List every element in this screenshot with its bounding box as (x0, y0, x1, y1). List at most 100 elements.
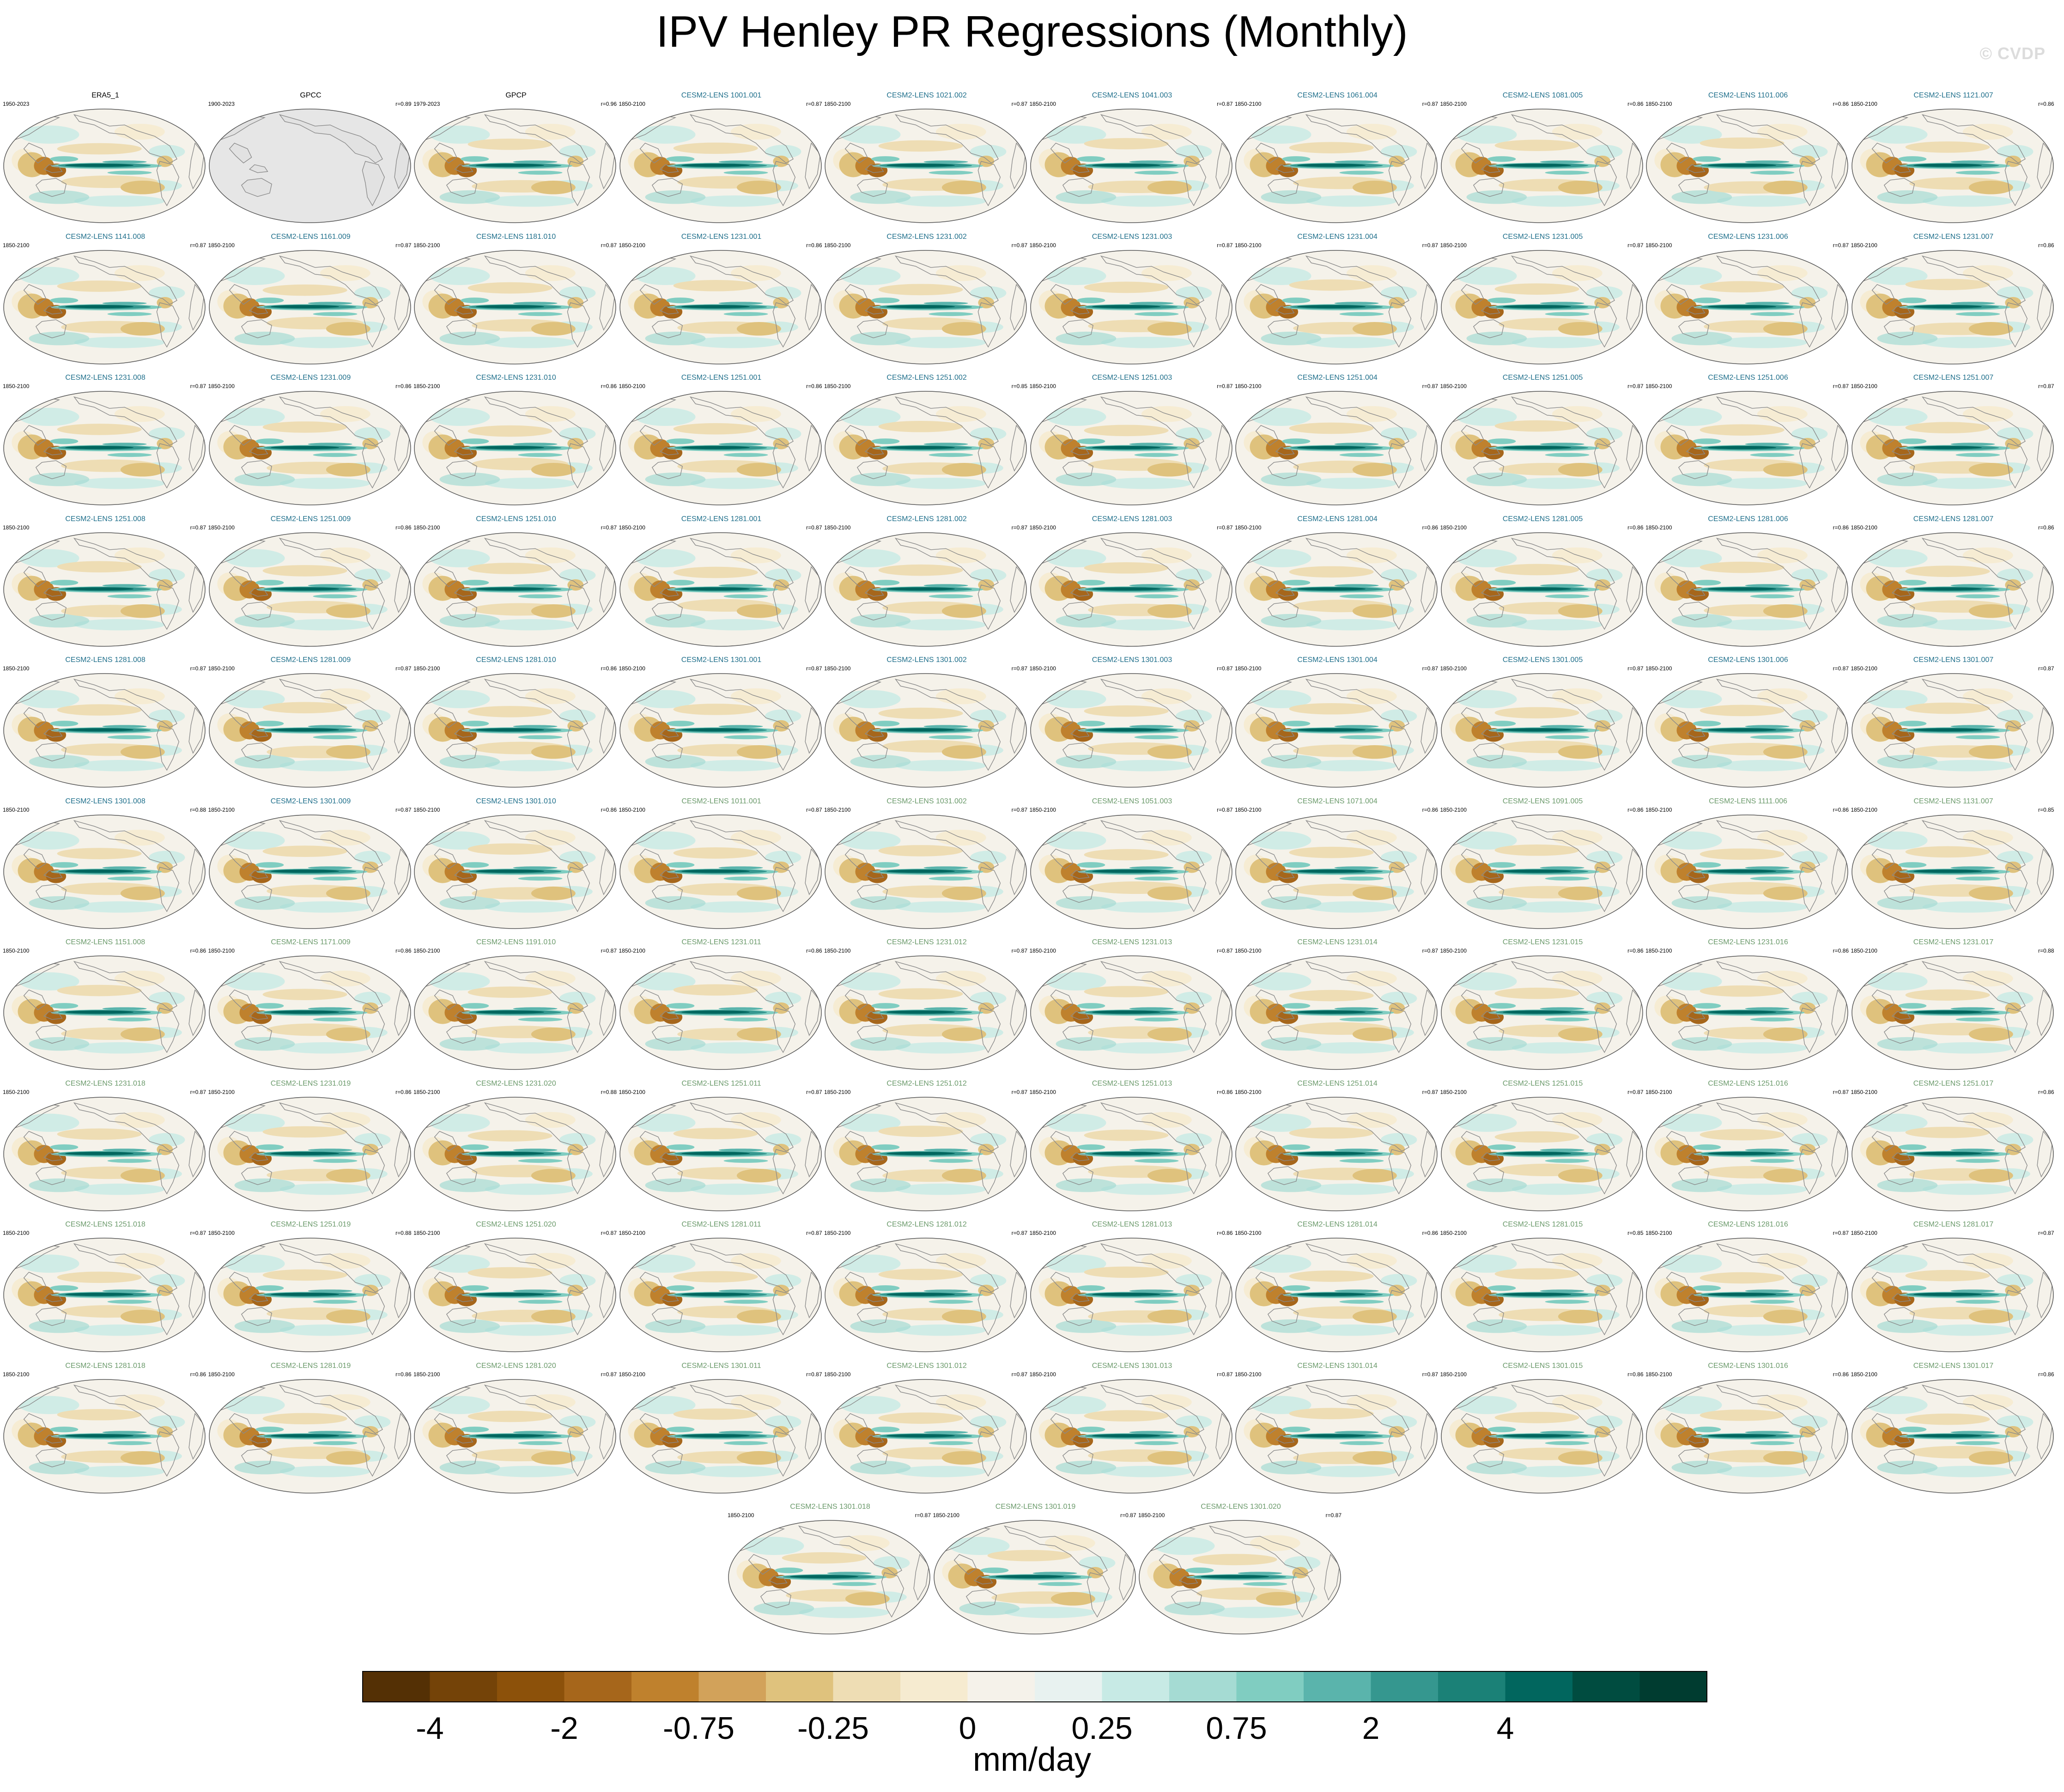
panel-correlation: r=0.86 (1833, 101, 1849, 107)
map-panel: CESM2-LENS 1281.018 1850-2100 r=0.86 (3, 1362, 208, 1503)
map-panel: CESM2-LENS 1231.017 1850-2100 r=0.88 (1851, 938, 2056, 1079)
colorbar-swatch (967, 1671, 1035, 1702)
map-panel: CESM2-LENS 1011.001 1850-2100 r=0.87 (619, 797, 824, 938)
panel-years: 1850-2100 (1440, 1371, 1467, 1378)
panel-title: GPCP (505, 91, 527, 99)
panel-title: CESM2-LENS 1251.011 (681, 1079, 761, 1087)
panel-correlation: r=0.86 (1422, 1230, 1438, 1236)
panel-years: 1850-2100 (3, 524, 30, 531)
panel-correlation: r=0.86 (1422, 524, 1438, 531)
panel-correlation: r=0.87 (601, 948, 617, 954)
panel-correlation: r=0.87 (1833, 242, 1849, 249)
panel-title: CESM2-LENS 1071.004 (1297, 797, 1378, 805)
colorbar-swatch (497, 1671, 565, 1702)
panel-correlation: r=0.87 (1011, 665, 1027, 672)
panel-years: 1850-2100 (619, 242, 645, 249)
map-panel: CESM2-LENS 1231.007 1850-2100 r=0.86 (1851, 233, 2056, 374)
panel-years: 1850-2100 (1235, 1371, 1262, 1378)
regression-map (619, 673, 822, 788)
panel-years: 1850-2100 (1440, 665, 1467, 672)
panel-correlation: r=0.88 (395, 1230, 412, 1236)
panel-years: 1850-2100 (1235, 383, 1262, 389)
colorbar-swatch (833, 1671, 901, 1702)
panel-title: CESM2-LENS 1131.007 (1913, 797, 1993, 805)
map-panel: CESM2-LENS 1301.001 1850-2100 r=0.87 (619, 656, 824, 797)
panel-years: 1850-2100 (3, 242, 30, 249)
map-panel: CESM2-LENS 1301.011 1850-2100 r=0.87 (619, 1362, 824, 1503)
regression-map (619, 1238, 822, 1352)
panel-title: CESM2-LENS 1091.005 (1502, 797, 1583, 805)
panel-correlation: r=0.87 (1422, 383, 1438, 389)
regression-map (3, 532, 206, 647)
panel-years: 1850-2100 (3, 383, 30, 389)
colorbar-swatch (766, 1671, 833, 1702)
map-panel: CESM2-LENS 1301.013 1850-2100 r=0.87 (1030, 1362, 1235, 1503)
panel-title: CESM2-LENS 1301.008 (65, 797, 146, 805)
panel-correlation: r=0.87 (1833, 383, 1849, 389)
regression-map (1646, 814, 1848, 929)
panel-years: 1850-2100 (1851, 383, 1877, 389)
map-panel: CESM2-LENS 1301.010 1850-2100 r=0.86 (413, 797, 619, 938)
map-panel: CESM2-LENS 1301.002 1850-2100 r=0.87 (824, 656, 1029, 797)
regression-map (1646, 391, 1848, 505)
map-panel: CESM2-LENS 1251.016 1850-2100 r=0.87 (1645, 1080, 1851, 1221)
panel-correlation: r=0.87 (1627, 665, 1644, 672)
colorbar-tick-label: -0.25 (797, 1711, 869, 1746)
panel-years: 1850-2100 (1851, 806, 1877, 813)
panel-years: 1850-2100 (824, 948, 851, 954)
panel-title: CESM2-LENS 1281.009 (270, 656, 351, 664)
colorbar-swatch (698, 1671, 766, 1702)
panel-years: 1850-2100 (1235, 1230, 1262, 1236)
panel-years: 1850-2100 (824, 665, 851, 672)
panel-title: CESM2-LENS 1301.015 (1502, 1361, 1583, 1370)
panel-correlation: r=0.87 (190, 524, 206, 531)
panel-correlation: r=0.87 (1627, 242, 1644, 249)
panel-title: CESM2-LENS 1301.014 (1297, 1361, 1378, 1370)
panel-title: CESM2-LENS 1161.009 (271, 232, 351, 241)
panel-years: 1850-2100 (1235, 242, 1262, 249)
regression-map (1851, 1096, 2054, 1211)
regression-map (3, 673, 206, 788)
panel-years: 1850-2100 (1645, 242, 1672, 249)
panel-correlation: r=0.87 (1422, 1088, 1438, 1095)
panel-years: 1850-2100 (1645, 524, 1672, 531)
panel-correlation: r=0.87 (1011, 1088, 1027, 1095)
panel-correlation: r=0.87 (1217, 101, 1233, 107)
regression-map (619, 1379, 822, 1494)
map-panel: CESM2-LENS 1301.004 1850-2100 r=0.87 (1235, 656, 1440, 797)
panel-title: CESM2-LENS 1301.010 (476, 797, 556, 805)
panel-years: 1850-2100 (1851, 1371, 1877, 1378)
map-panel: GPCP 1979-2023 r=0.96 (413, 91, 619, 232)
panel-years: 1850-2100 (3, 806, 30, 813)
map-panel: CESM2-LENS 1161.009 1850-2100 r=0.87 (208, 233, 413, 374)
regression-map (1440, 955, 1643, 1070)
regression-map (3, 814, 206, 929)
panel-title: CESM2-LENS 1301.009 (270, 797, 351, 805)
panel-title: ERA5_1 (91, 91, 119, 99)
panel-years: 1850-2100 (824, 1371, 851, 1378)
map-panel: CESM2-LENS 1231.012 1850-2100 r=0.87 (824, 938, 1029, 1079)
panel-correlation: r=0.87 (1011, 242, 1027, 249)
regression-map (208, 955, 411, 1070)
map-panel: CESM2-LENS 1301.005 1850-2100 r=0.87 (1440, 656, 1645, 797)
panel-title: CESM2-LENS 1281.003 (1092, 515, 1172, 523)
panel-correlation: r=0.86 (1627, 524, 1644, 531)
panel-title: CESM2-LENS 1231.010 (476, 374, 556, 382)
panel-correlation: r=0.87 (2038, 383, 2054, 389)
panel-correlation: r=0.87 (915, 1512, 931, 1519)
regression-map (619, 249, 822, 364)
panel-years: 1850-2100 (1235, 524, 1262, 531)
regression-map (208, 249, 411, 364)
panel-title: CESM2-LENS 1281.013 (1092, 1221, 1172, 1228)
map-panel: CESM2-LENS 1091.005 1850-2100 r=0.86 (1440, 797, 1645, 938)
panel-correlation: r=0.87 (1422, 948, 1438, 954)
map-panel: CESM2-LENS 1001.001 1850-2100 r=0.87 (619, 91, 824, 232)
regression-map (414, 1096, 616, 1211)
panel-years: 1850-2100 (1440, 383, 1467, 389)
panel-years: 1900-2023 (208, 101, 235, 107)
colorbar-swatch (1035, 1671, 1102, 1702)
panel-correlation: r=0.86 (601, 383, 617, 389)
regression-map (1235, 1096, 1438, 1211)
colorbar-swatch (1639, 1671, 1707, 1702)
map-panel: CESM2-LENS 1231.009 1850-2100 r=0.86 (208, 374, 413, 515)
